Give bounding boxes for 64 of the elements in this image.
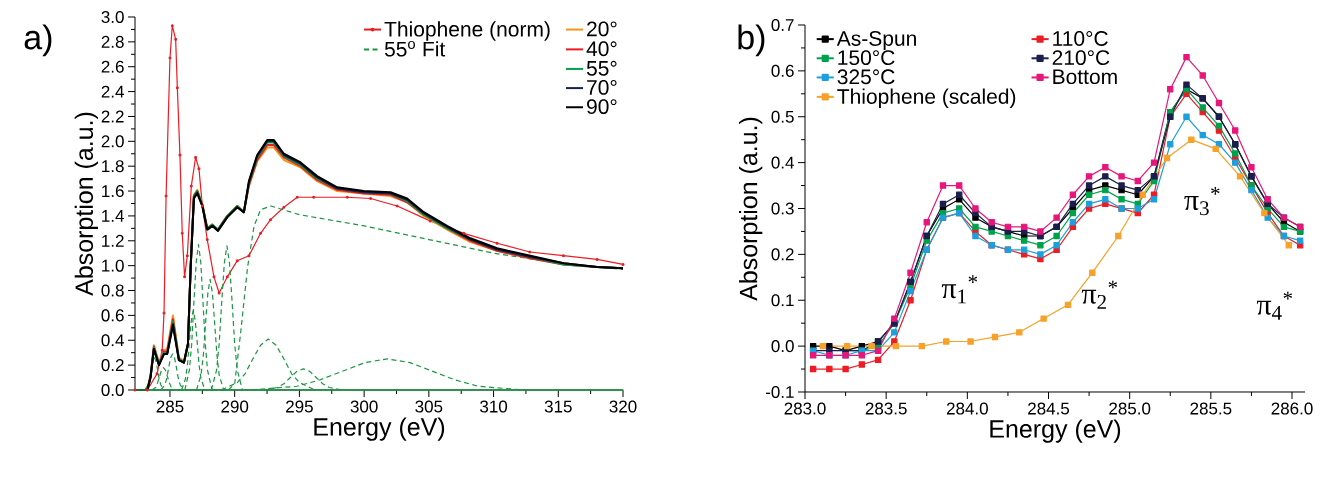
- x-tick-label: 305: [415, 400, 443, 413]
- legend-label: 150°C: [838, 50, 895, 66]
- legend-label: Bottom: [1053, 69, 1117, 85]
- x-axis-title: Energy (eV): [990, 419, 1121, 443]
- x-tick-label: 284.0: [946, 402, 988, 415]
- legend-label: 110°C: [1053, 31, 1108, 46]
- legend-label: Thiophene (norm): [384, 21, 550, 41]
- y-tick-label: 0.6: [771, 64, 794, 77]
- x-tick-label: 320: [609, 400, 637, 413]
- x-tick-label: 285.0: [1109, 402, 1151, 415]
- y-tick-label: 2.8: [101, 35, 124, 48]
- y-axis-title: Absorption (a.u.): [74, 112, 98, 296]
- chart-title: b): [738, 24, 765, 57]
- y-tick-label: 1.2: [102, 234, 124, 247]
- legend-label: 325°C: [837, 69, 895, 85]
- legend-label: 70°: [587, 80, 617, 95]
- legend-label: 210°C: [1052, 50, 1110, 66]
- annotation: π$_{1}$*: [941, 275, 978, 304]
- y-tick-label: 2.2: [101, 110, 124, 123]
- legend-label: Thiophene (scaled): [837, 88, 1016, 109]
- legend-label: 90°: [587, 99, 617, 115]
- x-tick-label: 290: [221, 400, 249, 413]
- x-tick-label: 285.5: [1190, 402, 1232, 415]
- x-tick-label: 300: [350, 400, 378, 413]
- chart-title: a): [24, 24, 52, 57]
- y-tick-label: 0.7: [771, 18, 794, 32]
- x-axis-title: Energy (eV): [314, 417, 445, 441]
- legend-label: 20°: [587, 21, 617, 37]
- y-tick-label: -0.1: [765, 385, 794, 399]
- annotation: π$_{3}$*: [1184, 186, 1220, 216]
- annotation: π$_{4}$*: [1256, 291, 1293, 320]
- legend-label: 55°: [586, 60, 617, 76]
- x-tick-label: 286.0: [1271, 402, 1313, 415]
- legend-label: 55$^{o}$ Fit: [384, 40, 446, 57]
- y-tick-label: 0.4: [101, 334, 124, 347]
- legend-label: 40°: [586, 41, 617, 57]
- y-tick-label: 0.3: [771, 202, 794, 215]
- y-tick-label: 0.4: [771, 156, 794, 169]
- y-tick-label: 2.0: [101, 135, 124, 148]
- y-tick-label: 0.6: [101, 309, 124, 322]
- legend-label: As-Spun: [836, 31, 916, 51]
- x-tick-label: 285: [156, 400, 184, 413]
- y-axis-title: Absorption (a.u.): [739, 117, 763, 301]
- y-tick-label: 0.0: [771, 340, 794, 353]
- y-tick-label: 0.2: [771, 248, 794, 261]
- y-tick-label: 3.0: [101, 10, 124, 24]
- x-tick-label: 310: [480, 400, 508, 413]
- y-tick-label: 0.2: [101, 359, 124, 372]
- y-tick-label: 0.5: [771, 110, 794, 123]
- y-tick-label: 2.6: [101, 60, 124, 73]
- x-tick-label: 283.5: [865, 402, 907, 415]
- y-tick-label: 2.4: [101, 85, 124, 98]
- y-tick-label: 0.0: [101, 383, 124, 397]
- y-tick-label: 0.1: [771, 294, 794, 307]
- y-tick-label: 0.8: [101, 284, 124, 297]
- x-tick-label: 284.5: [1028, 402, 1070, 415]
- y-tick-label: 1.8: [102, 160, 124, 173]
- annotation: π$_{2}$*: [1081, 280, 1118, 309]
- y-tick-label: 1.4: [102, 210, 124, 222]
- x-tick-label: 295: [286, 400, 313, 413]
- y-tick-label: 1.0: [102, 259, 124, 272]
- y-tick-label: 1.6: [102, 185, 124, 198]
- x-tick-label: 283.0: [784, 402, 826, 415]
- x-tick-label: 315: [544, 400, 572, 413]
